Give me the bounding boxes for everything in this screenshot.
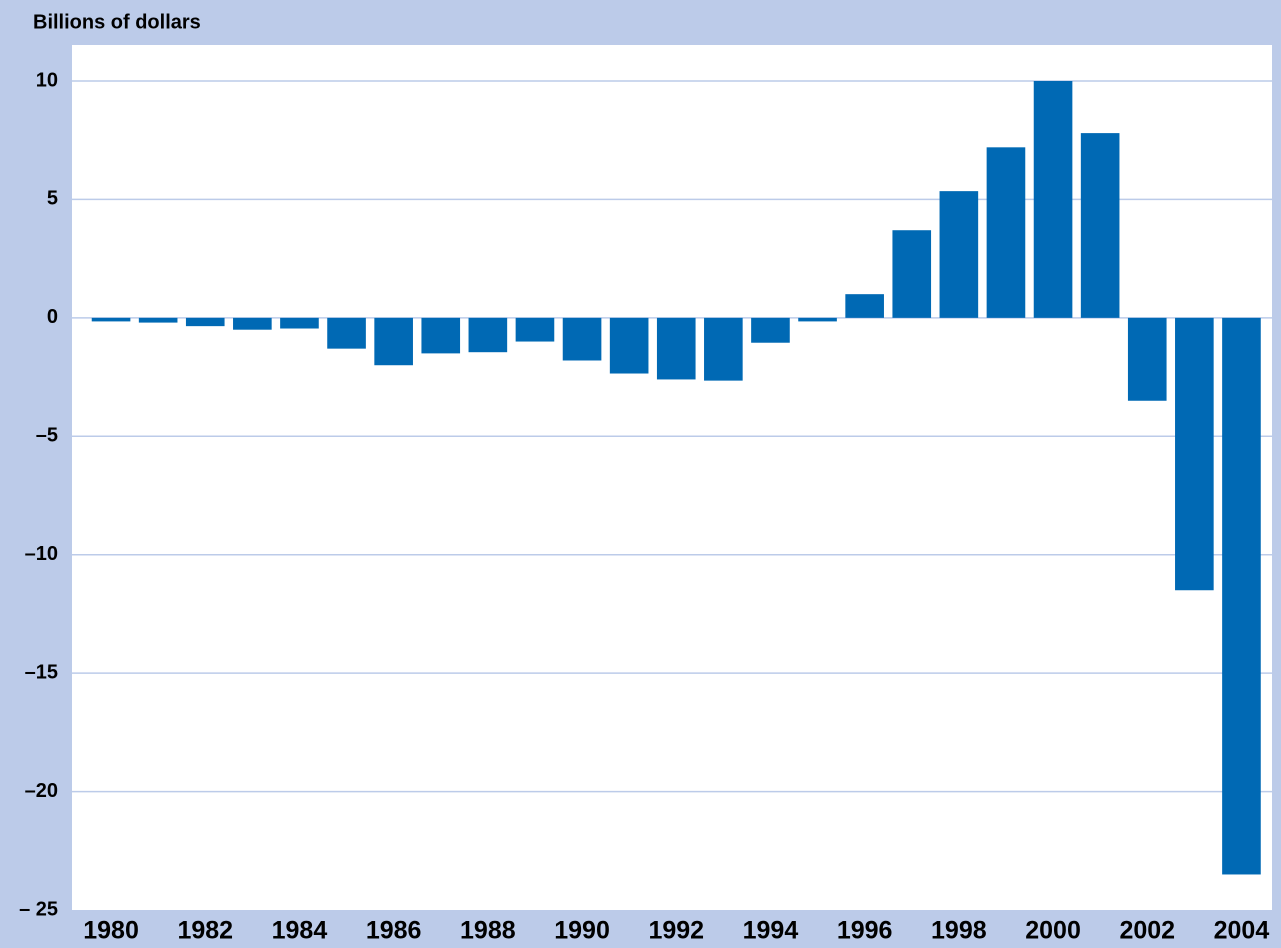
bar: [704, 317, 743, 381]
x-tick-label: 1990: [554, 917, 610, 945]
y-tick-label: –20: [25, 780, 58, 802]
x-tick-label: 2004: [1214, 917, 1270, 945]
bar: [798, 317, 837, 322]
x-tick-label: 1994: [743, 917, 799, 945]
bar: [562, 317, 602, 361]
bar: [327, 317, 366, 349]
bar: [515, 317, 555, 342]
bar: [138, 317, 178, 323]
bar: [468, 317, 508, 353]
y-tick-label: 5: [47, 188, 58, 210]
bar: [939, 191, 979, 318]
bar: [1127, 317, 1167, 401]
x-tick-label: 1980: [83, 917, 139, 945]
bar: [185, 317, 225, 327]
x-tick-label: 2002: [1119, 917, 1175, 945]
y-tick-label: 10: [36, 69, 58, 91]
x-tick-label: 1988: [460, 917, 516, 945]
bar: [1222, 317, 1261, 875]
chart-title: Billions of dollars: [33, 11, 201, 33]
y-tick-label: –10: [25, 543, 58, 565]
bar: [1175, 317, 1214, 591]
x-tick-label: 1998: [931, 917, 987, 945]
y-tick-label: 0: [47, 306, 58, 328]
bar: [280, 317, 319, 329]
bar: [233, 317, 272, 330]
x-tick-label: 1986: [366, 917, 422, 945]
bar: [845, 294, 884, 318]
y-tick-label: –5: [36, 425, 58, 447]
bar: [751, 317, 790, 343]
bar: [892, 230, 932, 318]
bar: [986, 147, 1026, 318]
x-tick-label: 2000: [1025, 917, 1081, 945]
bar: [374, 317, 413, 366]
x-tick-label: 1996: [837, 917, 893, 945]
x-tick-label: 1984: [272, 917, 328, 945]
bar: [91, 317, 131, 322]
x-tick-label: 1992: [648, 917, 704, 945]
y-tick-label: –15: [25, 661, 58, 683]
y-tick-label: – 25: [19, 898, 58, 920]
bar: [609, 317, 649, 374]
bar: [421, 317, 461, 354]
bar: [656, 317, 696, 380]
bar: [1033, 81, 1073, 318]
x-tick-label: 1982: [177, 917, 233, 945]
bar: [1080, 133, 1120, 318]
